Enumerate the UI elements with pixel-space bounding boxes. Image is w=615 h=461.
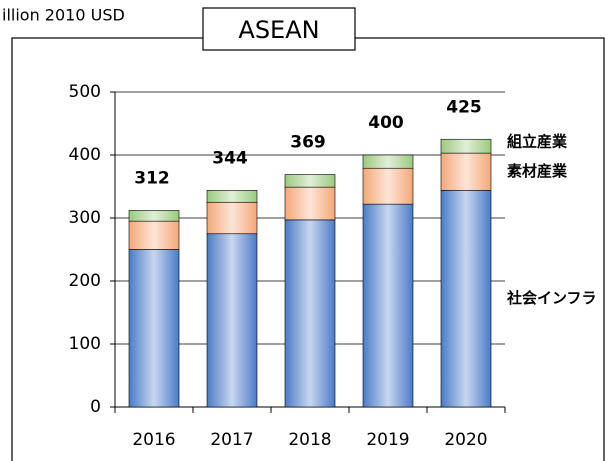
bar-segment: [206, 189, 258, 203]
chart-title: ASEAN: [238, 16, 319, 44]
bar-segment: [128, 249, 180, 408]
total-label: 425: [446, 97, 482, 117]
series-label: 素材産業: [507, 162, 568, 180]
bar-segment: [128, 210, 180, 222]
series-label: 社会インフラ: [506, 289, 597, 307]
y-tick-label: 300: [69, 208, 101, 228]
total-label: 369: [290, 133, 326, 153]
series-label: 組立産業: [507, 133, 568, 151]
bar-segment: [284, 186, 336, 221]
bar-segment: [362, 167, 414, 205]
bar-segment: [362, 203, 414, 408]
y-axis-label: illion 2010 USD: [2, 6, 125, 25]
bar-segment: [440, 152, 492, 191]
x-tick-label: 2020: [444, 430, 487, 450]
x-tick-label: 2016: [132, 430, 175, 450]
bar-segment: [284, 174, 336, 188]
x-tick-label: 2018: [288, 430, 331, 450]
x-tick-label: 2017: [210, 430, 253, 450]
total-label: 344: [212, 148, 248, 168]
bar-segment: [206, 201, 258, 235]
total-label: 312: [134, 168, 170, 188]
y-tick-label: 100: [69, 334, 101, 354]
x-tick-label: 2019: [366, 430, 409, 450]
bar-segment: [362, 154, 414, 169]
y-tick-label: 400: [69, 145, 101, 165]
bar-segment: [206, 233, 258, 408]
total-label: 400: [368, 113, 404, 133]
y-tick-label: 200: [69, 271, 101, 291]
y-tick-label: 500: [69, 82, 101, 102]
bar-segment: [440, 138, 492, 154]
bar-segment: [128, 220, 180, 250]
bar-segment: [440, 189, 492, 408]
bar-segment: [284, 219, 336, 408]
y-tick-label: 0: [90, 397, 101, 417]
title-box: [202, 7, 356, 51]
